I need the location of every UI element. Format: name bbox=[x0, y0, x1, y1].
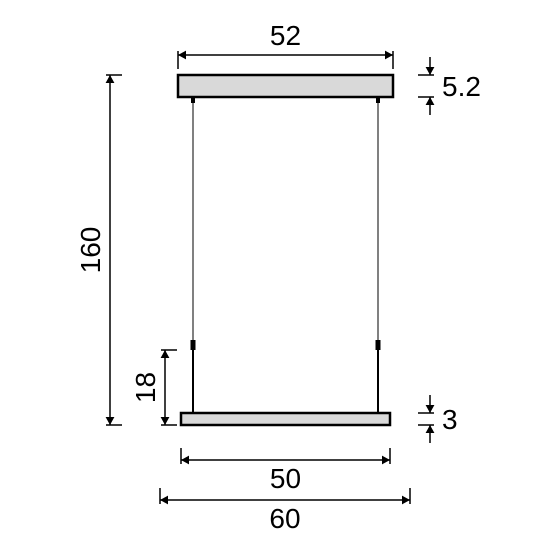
dim-label: 50 bbox=[270, 463, 301, 494]
canopy bbox=[178, 75, 393, 97]
cable-joint bbox=[191, 340, 196, 350]
light-bar bbox=[181, 413, 390, 425]
cable-joint bbox=[376, 340, 381, 350]
dim-label: 5.2 bbox=[442, 71, 481, 102]
lamp-body bbox=[178, 75, 393, 425]
dimension-diagram: 52 5.2 160 18 3 50 60 bbox=[0, 0, 550, 550]
cable-top-connector bbox=[191, 97, 195, 103]
dim-label: 60 bbox=[269, 503, 300, 534]
cable-top-connector bbox=[376, 97, 380, 103]
dim-label: 3 bbox=[442, 404, 458, 435]
dim-top-width: 52 bbox=[270, 20, 301, 51]
dim-label: 18 bbox=[130, 372, 161, 403]
dim-label: 160 bbox=[75, 227, 106, 274]
